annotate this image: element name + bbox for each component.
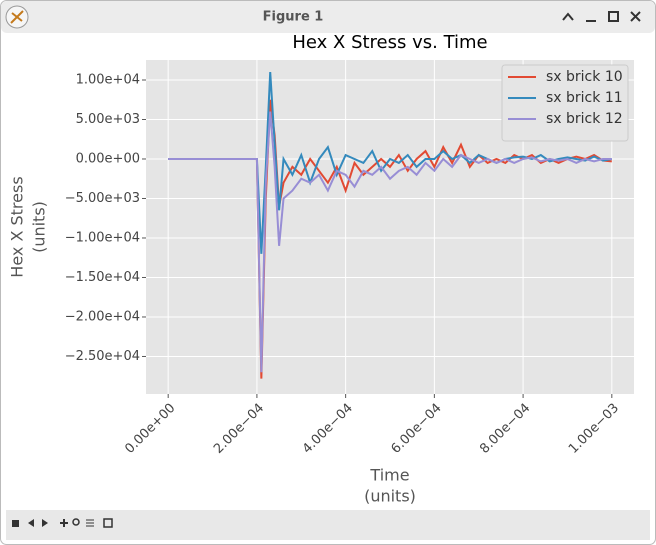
chart-title: Hex X Stress vs. Time — [292, 32, 487, 53]
y-tick-label: −1.50e+04 — [65, 270, 140, 285]
y-tick-label: −5.00e+03 — [65, 191, 140, 206]
legend: sx brick 10 sx brick 11 sx brick 12 — [501, 64, 629, 142]
x-axis-label: Time — [369, 466, 409, 485]
y-tick-label: 0.00e+00 — [76, 151, 140, 166]
legend-box — [501, 64, 629, 142]
series-line — [168, 111, 612, 373]
legend-label: sx brick 12 — [546, 111, 623, 127]
y-tick-label: −2.00e+04 — [65, 309, 140, 324]
forward-button[interactable] — [42, 519, 48, 527]
toolbar-icons — [12, 518, 113, 528]
y-axis-label: (units) — [30, 201, 49, 253]
maximize-button[interactable] — [562, 12, 574, 21]
app-icon-glyph — [10, 10, 24, 24]
window-title: Figure 1 — [263, 10, 324, 25]
y-tick-label: −2.50e+04 — [65, 349, 140, 364]
back-button[interactable] — [28, 519, 34, 527]
legend-label: sx brick 10 — [546, 69, 623, 85]
series-line — [168, 72, 612, 254]
y-tick-label: 1.00e+04 — [76, 72, 140, 87]
y-axis-label: Hex X Stress — [8, 176, 27, 277]
pan-button[interactable] — [60, 519, 68, 527]
x-axis-label: (units) — [364, 487, 416, 506]
home-button[interactable] — [12, 520, 19, 527]
toolbar — [6, 510, 650, 540]
zoom-button[interactable] — [72, 518, 80, 526]
lines — [168, 72, 612, 379]
legend-label: sx brick 11 — [546, 90, 623, 106]
close-button[interactable] — [630, 11, 641, 22]
title-bar — [1, 1, 655, 33]
configure-button[interactable] — [86, 519, 94, 527]
save-button[interactable] — [103, 518, 113, 528]
y-tick-label: −1.00e+04 — [65, 230, 140, 245]
restore-button[interactable] — [608, 11, 619, 22]
y-tick-label: 5.00e+03 — [76, 112, 140, 127]
